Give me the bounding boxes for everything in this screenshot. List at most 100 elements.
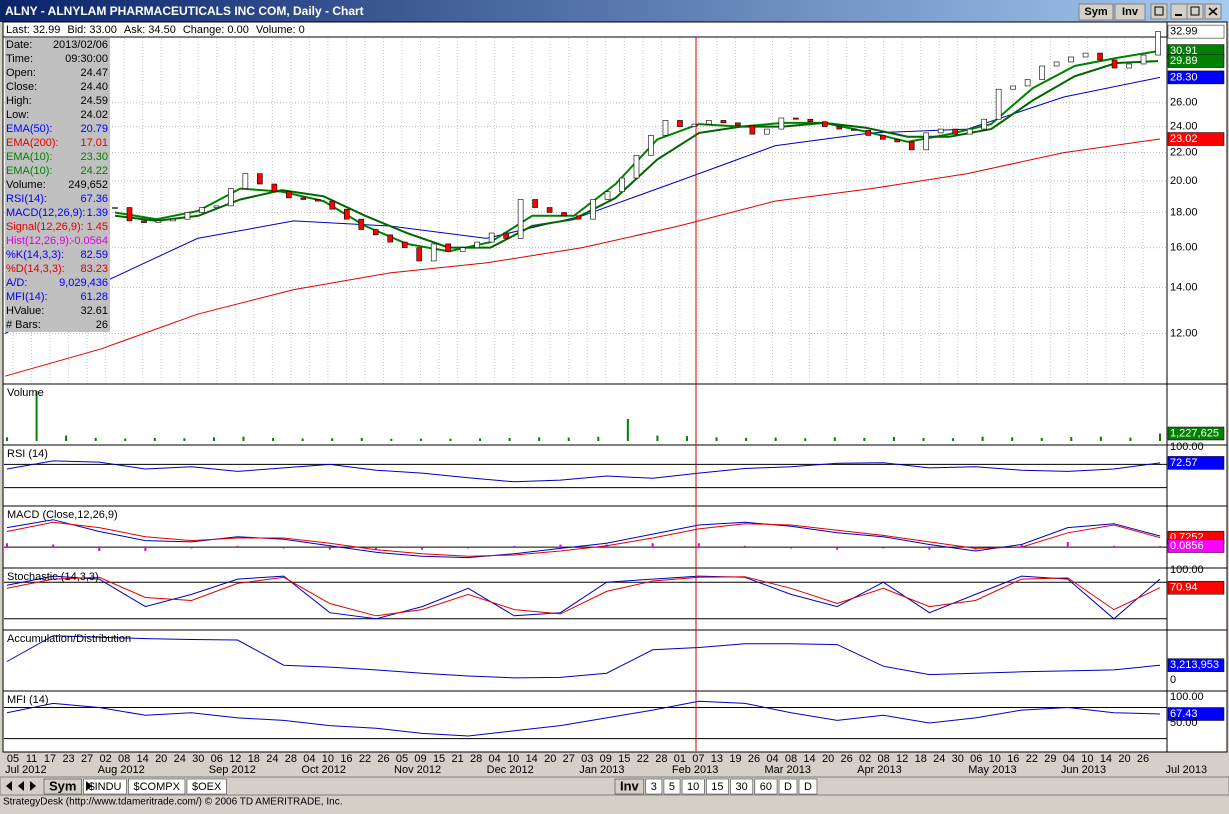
window-title: ALNY - ALNYLAM PHARMACEUTICALS INC COM, … xyxy=(5,4,364,18)
candle xyxy=(822,121,828,127)
quote-label: Volume: xyxy=(256,24,296,36)
date-tick-label: 28 xyxy=(285,753,297,765)
indicator-bar xyxy=(374,547,377,550)
candle xyxy=(894,138,901,143)
tab[interactable] xyxy=(663,778,681,795)
date-tick-label: 04 xyxy=(766,753,778,765)
tab-label[interactable]: 15 xyxy=(711,781,723,793)
candle xyxy=(836,126,843,130)
info-label: EMA(50): xyxy=(6,123,52,135)
indicator-bar xyxy=(360,437,363,441)
tab[interactable] xyxy=(645,778,663,795)
candle xyxy=(590,199,596,220)
tab[interactable] xyxy=(83,778,127,795)
date-tick-label: 30 xyxy=(952,753,964,765)
indicator-bar xyxy=(282,547,285,549)
month-label: Aug 2012 xyxy=(98,764,145,776)
tab-label[interactable]: $OEX xyxy=(192,781,222,793)
date-tick-label: 24 xyxy=(174,753,186,765)
candle xyxy=(749,125,756,135)
quote-label: Change: xyxy=(183,24,225,36)
quote-value: 34.50 xyxy=(148,24,176,36)
y-tick-label: 26.00 xyxy=(1170,97,1198,109)
indicator-bar xyxy=(1112,545,1115,548)
sym-button[interactable] xyxy=(1078,3,1114,21)
indicator-bar xyxy=(419,438,422,441)
scroll-arrow[interactable] xyxy=(30,781,36,791)
indicator-bar xyxy=(6,437,8,441)
inv-button-label[interactable]: Inv xyxy=(1122,6,1139,18)
indicator-bar xyxy=(1159,546,1161,548)
tab[interactable] xyxy=(798,778,818,795)
date-tick-label: 10 xyxy=(1081,753,1093,765)
tab-label[interactable]: 5 xyxy=(669,781,675,793)
tab-label[interactable]: $COMPX xyxy=(133,781,180,793)
scroll-arrow[interactable] xyxy=(6,781,12,791)
popout-button[interactable] xyxy=(1150,3,1168,20)
candle xyxy=(329,200,336,210)
date-tick-label: 26 xyxy=(840,753,852,765)
indicator-bar xyxy=(790,547,793,549)
minimize-button[interactable] xyxy=(1170,3,1188,20)
candle xyxy=(575,215,582,220)
tab[interactable] xyxy=(754,778,778,795)
tab-label[interactable]: 3 xyxy=(651,781,657,793)
tab-label[interactable]: 10 xyxy=(687,781,699,793)
candle xyxy=(1097,52,1103,61)
date-tick-label: 14 xyxy=(137,753,149,765)
tab[interactable] xyxy=(681,778,705,795)
indicator-bar xyxy=(743,545,746,548)
tab[interactable] xyxy=(614,778,645,795)
sym-button-label[interactable]: Sym xyxy=(1084,6,1107,18)
tab-label[interactable]: $INDU xyxy=(88,781,121,793)
candle xyxy=(155,220,162,223)
tab-label[interactable]: 30 xyxy=(736,781,748,793)
date-tick-label: 22 xyxy=(359,753,371,765)
candle xyxy=(228,188,234,207)
tab[interactable] xyxy=(186,778,227,795)
inv-button[interactable] xyxy=(1114,3,1146,21)
indicator-bar xyxy=(301,438,304,441)
tab-label[interactable]: Sym xyxy=(49,778,76,793)
candle xyxy=(401,241,408,248)
month-label: Sep 2012 xyxy=(209,764,256,776)
indicator-bar xyxy=(567,437,570,441)
value-label: 0 xyxy=(1170,674,1176,686)
info-label: Low: xyxy=(6,109,29,121)
tab-label[interactable]: D xyxy=(804,781,812,793)
info-value: 61.28 xyxy=(80,291,108,303)
date-tick-label: 20 xyxy=(544,753,556,765)
info-value: 24.59 xyxy=(80,95,108,107)
date-tick-label: 03 xyxy=(581,753,593,765)
scroll-arrow[interactable] xyxy=(18,781,24,791)
candle xyxy=(1068,56,1074,63)
maximize-button[interactable] xyxy=(1186,3,1204,20)
date-tick-label: 28 xyxy=(470,753,482,765)
tab[interactable] xyxy=(43,778,82,795)
scroll-arrow[interactable] xyxy=(86,781,92,791)
date-tick-label: 14 xyxy=(1100,753,1112,765)
value-label-box xyxy=(1167,70,1225,85)
date-tick-label: 21 xyxy=(451,753,463,765)
candle xyxy=(141,220,147,223)
candle xyxy=(1140,54,1147,65)
indicator-line xyxy=(6,576,1161,617)
date-tick-label: 08 xyxy=(785,753,797,765)
date-tick-label: 02 xyxy=(859,753,871,765)
tab-label[interactable]: Inv xyxy=(620,778,640,793)
info-label: MACD(12,26,9): xyxy=(6,207,85,219)
indicator-bar xyxy=(804,438,807,441)
candle xyxy=(764,128,770,135)
indicator-bar xyxy=(892,437,895,441)
indicator-line xyxy=(6,460,1161,483)
indicator-bar xyxy=(1066,541,1069,548)
candle xyxy=(199,207,205,213)
tab[interactable] xyxy=(705,778,729,795)
tab-label[interactable]: 60 xyxy=(760,781,772,793)
tab[interactable] xyxy=(730,778,754,795)
date-tick-label: 30 xyxy=(192,753,204,765)
candle xyxy=(416,247,423,262)
tab[interactable] xyxy=(778,778,798,795)
tab[interactable] xyxy=(128,778,186,795)
tab-label[interactable]: D xyxy=(784,781,792,793)
